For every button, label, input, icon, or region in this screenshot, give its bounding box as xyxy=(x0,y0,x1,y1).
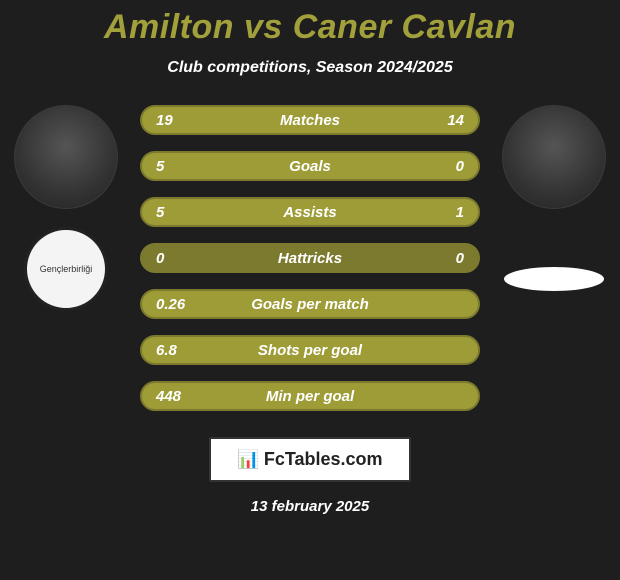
stat-label: Shots per goal xyxy=(212,342,408,359)
stat-label: Min per goal xyxy=(212,388,408,405)
stat-left-value: 6.8 xyxy=(142,342,212,359)
stats-column: 19Matches145Goals05Assists10Hattricks00.… xyxy=(126,105,494,427)
stat-row: 6.8Shots per goal xyxy=(140,335,480,365)
stat-label: Matches xyxy=(212,112,408,129)
stat-label: Assists xyxy=(212,204,408,221)
subtitle: Club competitions, Season 2024/2025 xyxy=(0,59,620,77)
stat-row: 0.26Goals per match xyxy=(140,289,480,319)
stat-right-value: 1 xyxy=(408,204,478,221)
branding-text: FcTables.com xyxy=(264,449,383,469)
stat-right-value: 0 xyxy=(408,250,478,267)
player-left-clublogo: Gençlerbirliği xyxy=(24,227,108,311)
date-text: 13 february 2025 xyxy=(0,498,620,515)
chart-icon: 📊 xyxy=(237,449,259,469)
main-row: Gençlerbirliği 19Matches145Goals05Assist… xyxy=(0,105,620,427)
player-right-avatar xyxy=(502,105,606,209)
stat-row: 5Goals0 xyxy=(140,151,480,181)
stat-label: Goals per match xyxy=(212,296,408,313)
stat-left-value: 0.26 xyxy=(142,296,212,313)
page-title: Amilton vs Caner Cavlan xyxy=(0,8,620,47)
stat-row: 448Min per goal xyxy=(140,381,480,411)
stat-label: Hattricks xyxy=(212,250,408,267)
clublogo-text: Gençlerbirliği xyxy=(40,265,93,274)
stat-row: 5Assists1 xyxy=(140,197,480,227)
branding-badge[interactable]: 📊FcTables.com xyxy=(209,437,410,482)
stat-label: Goals xyxy=(212,158,408,175)
right-player-col xyxy=(494,105,614,291)
comparison-card: Amilton vs Caner Cavlan Club competition… xyxy=(0,0,620,580)
stat-left-value: 5 xyxy=(142,158,212,175)
stat-left-value: 19 xyxy=(142,112,212,129)
stat-right-value: 14 xyxy=(408,112,478,129)
stat-left-value: 448 xyxy=(142,388,212,405)
stat-row: 19Matches14 xyxy=(140,105,480,135)
left-player-col: Gençlerbirliği xyxy=(6,105,126,311)
footer: 📊FcTables.com 13 february 2025 xyxy=(0,437,620,515)
stat-right-value: 0 xyxy=(408,158,478,175)
stat-left-value: 5 xyxy=(142,204,212,221)
player-left-avatar xyxy=(14,105,118,209)
stat-left-value: 0 xyxy=(142,250,212,267)
player-right-clublogo xyxy=(504,267,604,291)
stat-row: 0Hattricks0 xyxy=(140,243,480,273)
